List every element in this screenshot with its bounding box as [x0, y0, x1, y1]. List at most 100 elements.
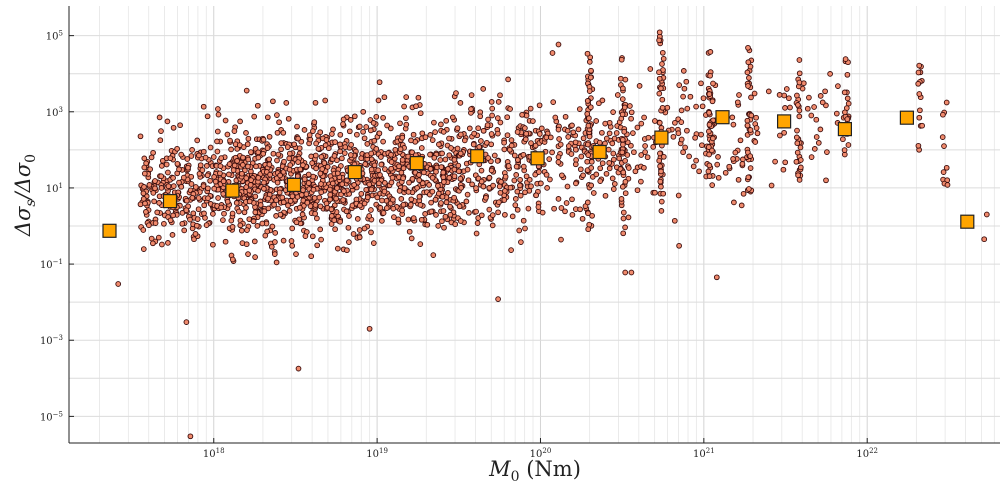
- scatter-point: [781, 92, 788, 99]
- scatter-point: [475, 125, 482, 132]
- scatter-point: [313, 140, 319, 147]
- scatter-point: [580, 135, 587, 142]
- scatter-point: [678, 136, 685, 143]
- scatter-point: [488, 167, 495, 174]
- scatter-point: [522, 189, 528, 196]
- scatter-point: [306, 132, 313, 138]
- scatter-point: [158, 128, 164, 134]
- scatter-point: [146, 182, 153, 188]
- scatter-point: [179, 210, 186, 216]
- scatter-point: [413, 103, 419, 110]
- scatter-point: [403, 121, 410, 128]
- scatter-point: [368, 150, 375, 157]
- scatter-point: [443, 117, 450, 124]
- scatter-point: [316, 194, 323, 201]
- scatter-point: [356, 227, 363, 233]
- scatter-point: [294, 123, 300, 130]
- scatter-point: [449, 114, 456, 121]
- scatter-point: [387, 125, 394, 132]
- scatter-point: [199, 167, 206, 173]
- scatter-point: [295, 135, 301, 142]
- scatter-point: [424, 221, 431, 228]
- scatter-point: [916, 91, 923, 97]
- scatter-point: [337, 218, 343, 225]
- scatter-point: [274, 179, 281, 186]
- scatter-point: [323, 137, 330, 143]
- scatter-point: [532, 171, 539, 178]
- scatter-point: [588, 182, 595, 189]
- scatter-point: [620, 230, 627, 237]
- scatter-point: [310, 128, 316, 134]
- scatter-point: [480, 86, 487, 92]
- scatter-point: [915, 142, 922, 149]
- scatter-point: [501, 139, 507, 146]
- scatter-point: [628, 115, 634, 122]
- scatter-point: [183, 319, 190, 325]
- scatter-point: [245, 251, 251, 257]
- scatter-point: [165, 240, 171, 246]
- scatter-point: [340, 121, 346, 127]
- scatter-point: [406, 228, 413, 235]
- scatter-point: [676, 242, 682, 249]
- scatter-point: [796, 113, 803, 120]
- scatter-point: [147, 166, 153, 173]
- scatter-point: [730, 121, 737, 128]
- scatter-point: [174, 160, 181, 167]
- scatter-point: [141, 164, 148, 171]
- scatter-point: [421, 169, 427, 176]
- scatter-point: [796, 107, 803, 114]
- median-square-marker: [592, 144, 607, 160]
- scatter-point: [287, 198, 294, 204]
- scatter-point: [546, 156, 553, 162]
- y-tick-label: 103: [46, 106, 63, 119]
- scatter-point: [215, 195, 221, 201]
- scatter-point: [617, 75, 624, 82]
- scatter-point: [578, 153, 585, 160]
- scatter-point: [478, 138, 484, 144]
- scatter-point: [174, 145, 180, 152]
- scatter-point: [185, 164, 191, 171]
- scatter-point: [683, 78, 690, 85]
- scatter-point: [715, 154, 721, 160]
- scatter-point: [512, 202, 519, 208]
- scatter-point: [504, 132, 511, 139]
- scatter-point: [656, 37, 662, 44]
- scatter-point: [204, 113, 211, 120]
- scatter-point: [329, 180, 336, 187]
- scatter-point: [804, 105, 811, 112]
- scatter-point: [440, 174, 447, 181]
- scatter-point: [310, 173, 317, 180]
- scatter-point: [408, 196, 415, 203]
- scatter-point: [841, 89, 848, 96]
- tick-labels: 1018 1019 1020 1021 1022 105 103 101 10−1 10−3 10−…: [40, 30, 878, 460]
- scatter-point: [746, 75, 752, 81]
- scatter-point: [275, 205, 281, 212]
- scatter-point: [777, 132, 783, 139]
- scatter-point: [753, 125, 760, 131]
- scatter-point: [747, 63, 754, 70]
- scatter-point: [568, 151, 575, 157]
- scatter-point: [572, 139, 579, 146]
- scatter-point: [919, 122, 925, 129]
- scatter-point: [446, 135, 452, 142]
- scatter-point: [319, 166, 326, 172]
- scatter-point: [622, 224, 628, 231]
- scatter-point: [514, 188, 521, 195]
- scatter-point: [813, 134, 820, 140]
- scatter-point: [842, 56, 849, 62]
- scatter-point: [377, 172, 383, 178]
- scatter-point: [203, 163, 210, 169]
- scatter-point: [586, 221, 593, 228]
- scatter-point: [220, 217, 226, 223]
- scatter-point: [782, 159, 789, 166]
- scatter-point: [366, 181, 373, 188]
- scatter-point: [642, 149, 648, 155]
- scatter-point: [706, 121, 713, 128]
- scatter-point: [403, 115, 409, 122]
- scatter-point: [730, 156, 736, 162]
- scatter-point: [457, 100, 464, 106]
- scatter-point: [448, 145, 454, 151]
- scatter-point: [301, 127, 308, 133]
- scatter-point: [478, 178, 485, 185]
- scatter-point: [514, 206, 521, 213]
